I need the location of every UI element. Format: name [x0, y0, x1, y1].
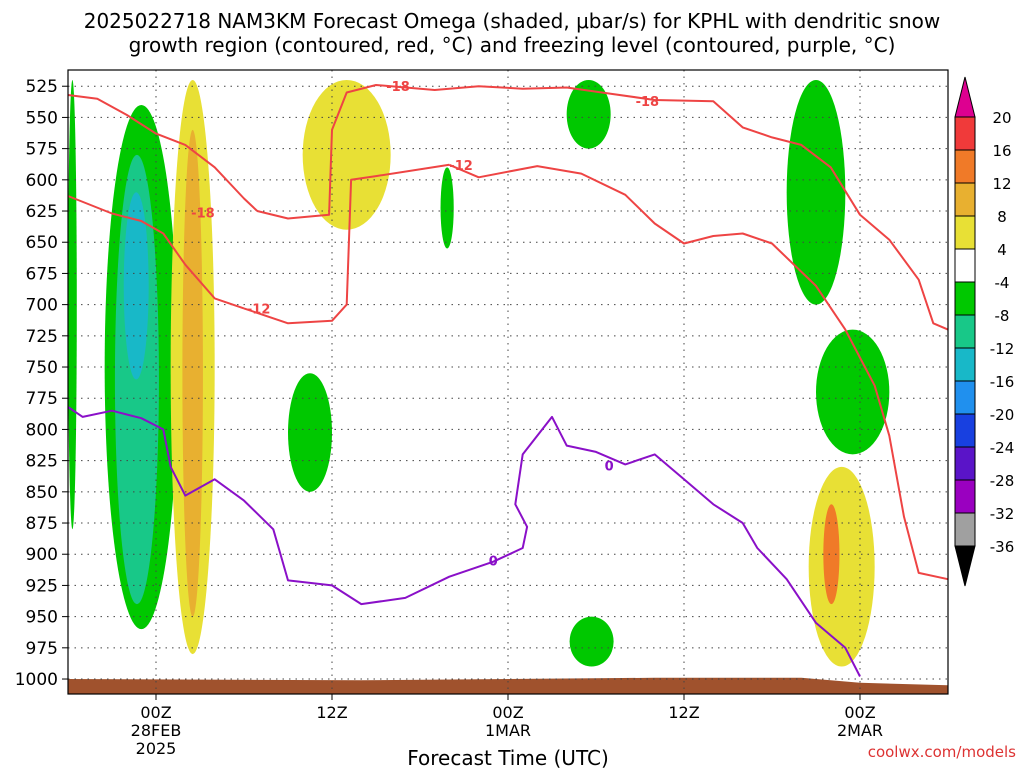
y-tick-label-7: 700	[26, 296, 58, 316]
y-tick-label-5: 650	[26, 233, 58, 253]
colorbar-label-9: -20	[990, 406, 1015, 424]
colorbar-bin-4	[954, 248, 976, 283]
colorbar-bin-2	[954, 182, 976, 217]
y-tick-label-2: 575	[26, 140, 58, 160]
x-axis-label: Forecast Time (UTC)	[407, 746, 609, 768]
omega-region-7	[288, 373, 332, 492]
x-tick-label-0-2: 2025	[136, 739, 177, 758]
y-tick-label-12: 825	[26, 452, 58, 472]
colorbar-bottom-arrow	[954, 545, 976, 587]
contour-1-segment-1	[243, 163, 450, 325]
omega-region-6	[302, 79, 391, 230]
colorbar-bin-11	[954, 479, 976, 514]
colorbar-label-11: -28	[990, 472, 1015, 490]
terrain-fill	[68, 677, 948, 694]
contour-2-segment-0	[67, 406, 861, 677]
omega-shading	[68, 79, 890, 667]
contour-0-segment-1	[256, 84, 949, 331]
contour-label-0-0: -18	[191, 206, 215, 221]
colorbar-label-4: 4	[997, 241, 1007, 259]
colorbar-label-13: -36	[990, 538, 1015, 556]
y-tick-label-3: 600	[26, 171, 58, 191]
colorbar-bin-8	[954, 380, 976, 415]
omega-region-9	[569, 616, 614, 667]
grid-lines	[68, 70, 948, 694]
colorbar-bin-12	[954, 512, 976, 547]
colorbar: 20 16 12 8 4 -4 -8 -12 -16 -20 -24 -28 -32 -36	[954, 76, 1015, 587]
colorbar-label-12: -32	[990, 505, 1015, 523]
x-tick-label-0-1: 28FEB	[131, 721, 182, 740]
omega-region-5	[182, 129, 203, 617]
contour-label-1-0: -12	[449, 159, 473, 174]
omega-region-12	[816, 329, 890, 455]
colorbar-top-arrow	[954, 76, 976, 118]
colorbar-bin-6	[954, 314, 976, 349]
chart-title: 2025022718 NAM3KM Forecast Omega (shaded…	[84, 9, 941, 57]
colorbar-label-1: 16	[992, 142, 1011, 160]
contour-label-0-2: -18	[636, 95, 660, 110]
colorbar-label-8: -16	[990, 373, 1015, 391]
y-tick-label-11: 800	[26, 420, 58, 440]
colorbar-bin-3	[954, 215, 976, 250]
y-tick-label-13: 850	[26, 483, 58, 503]
colorbar-bin-0	[954, 116, 976, 151]
contour-1-segment-0	[67, 195, 245, 310]
omega-region-14	[823, 504, 840, 605]
colorbar-bin-7	[954, 347, 976, 382]
y-tick-label-9: 750	[26, 358, 58, 378]
contour-1-segment-2	[448, 163, 949, 581]
contour-0-segment-0	[67, 94, 258, 212]
contour-label-1-1: -12	[247, 302, 271, 317]
colorbar-bin-10	[954, 446, 976, 481]
contour-label-0-1: -18	[386, 80, 410, 95]
colorbar-bin-9	[954, 413, 976, 448]
x-tick-label-4-1: 2MAR	[837, 721, 883, 740]
x-tick-label-2-1: 1MAR	[485, 721, 531, 740]
colorbar-label-6: -8	[995, 307, 1010, 325]
y-tick-label-6: 675	[26, 264, 58, 284]
y-tick-label-19: 1000	[15, 670, 58, 690]
y-tick-label-16: 925	[26, 576, 58, 596]
omega-region-10	[566, 79, 611, 149]
y-tick-label-18: 975	[26, 639, 58, 659]
colorbar-label-10: -24	[990, 439, 1015, 457]
contour-label-2-1: 0	[605, 460, 614, 475]
credit-text: coolwx.com/models	[868, 743, 1016, 761]
y-tick-label-0: 525	[26, 77, 58, 97]
omega-region-11	[786, 79, 846, 305]
chart-title-line-2: growth region (contoured, red, °C) and f…	[129, 33, 896, 57]
y-tick-label-8: 725	[26, 327, 58, 347]
y-tick-label-1: 550	[26, 108, 58, 128]
contour-lines	[67, 84, 949, 677]
contour-labels: -18 -18 -18 -12 -12 0 0	[191, 80, 659, 569]
colorbar-label-0: 20	[992, 109, 1011, 127]
y-axis: 525 550 575 600 625 650 675 700 725 750 775 800 825 8…	[15, 77, 68, 690]
colorbar-bin-1	[954, 149, 976, 184]
contour-label-2-0: 0	[489, 554, 498, 569]
x-tick-label-4-0: 00Z	[844, 703, 875, 722]
y-tick-label-17: 950	[26, 608, 58, 628]
omega-region-8	[440, 167, 454, 249]
colorbar-label-5: -4	[995, 274, 1010, 292]
x-tick-label-2-0: 00Z	[492, 703, 523, 722]
colorbar-label-2: 12	[992, 175, 1011, 193]
y-tick-label-15: 900	[26, 545, 58, 565]
y-tick-label-4: 625	[26, 202, 58, 222]
colorbar-label-7: -12	[990, 340, 1015, 358]
y-tick-label-14: 875	[26, 514, 58, 534]
x-tick-label-1-0: 12Z	[316, 703, 347, 722]
omega-region-3	[123, 192, 149, 380]
colorbar-bin-5	[954, 281, 976, 316]
x-tick-label-0-0: 00Z	[140, 703, 171, 722]
terrain-polygon	[68, 677, 948, 694]
chart-title-line-1: 2025022718 NAM3KM Forecast Omega (shaded…	[84, 9, 941, 33]
colorbar-label-3: 8	[997, 208, 1007, 226]
omega-region-0	[68, 79, 77, 530]
y-tick-label-10: 775	[26, 389, 58, 409]
x-tick-label-3-0: 12Z	[668, 703, 699, 722]
omega-region-13	[808, 466, 875, 667]
